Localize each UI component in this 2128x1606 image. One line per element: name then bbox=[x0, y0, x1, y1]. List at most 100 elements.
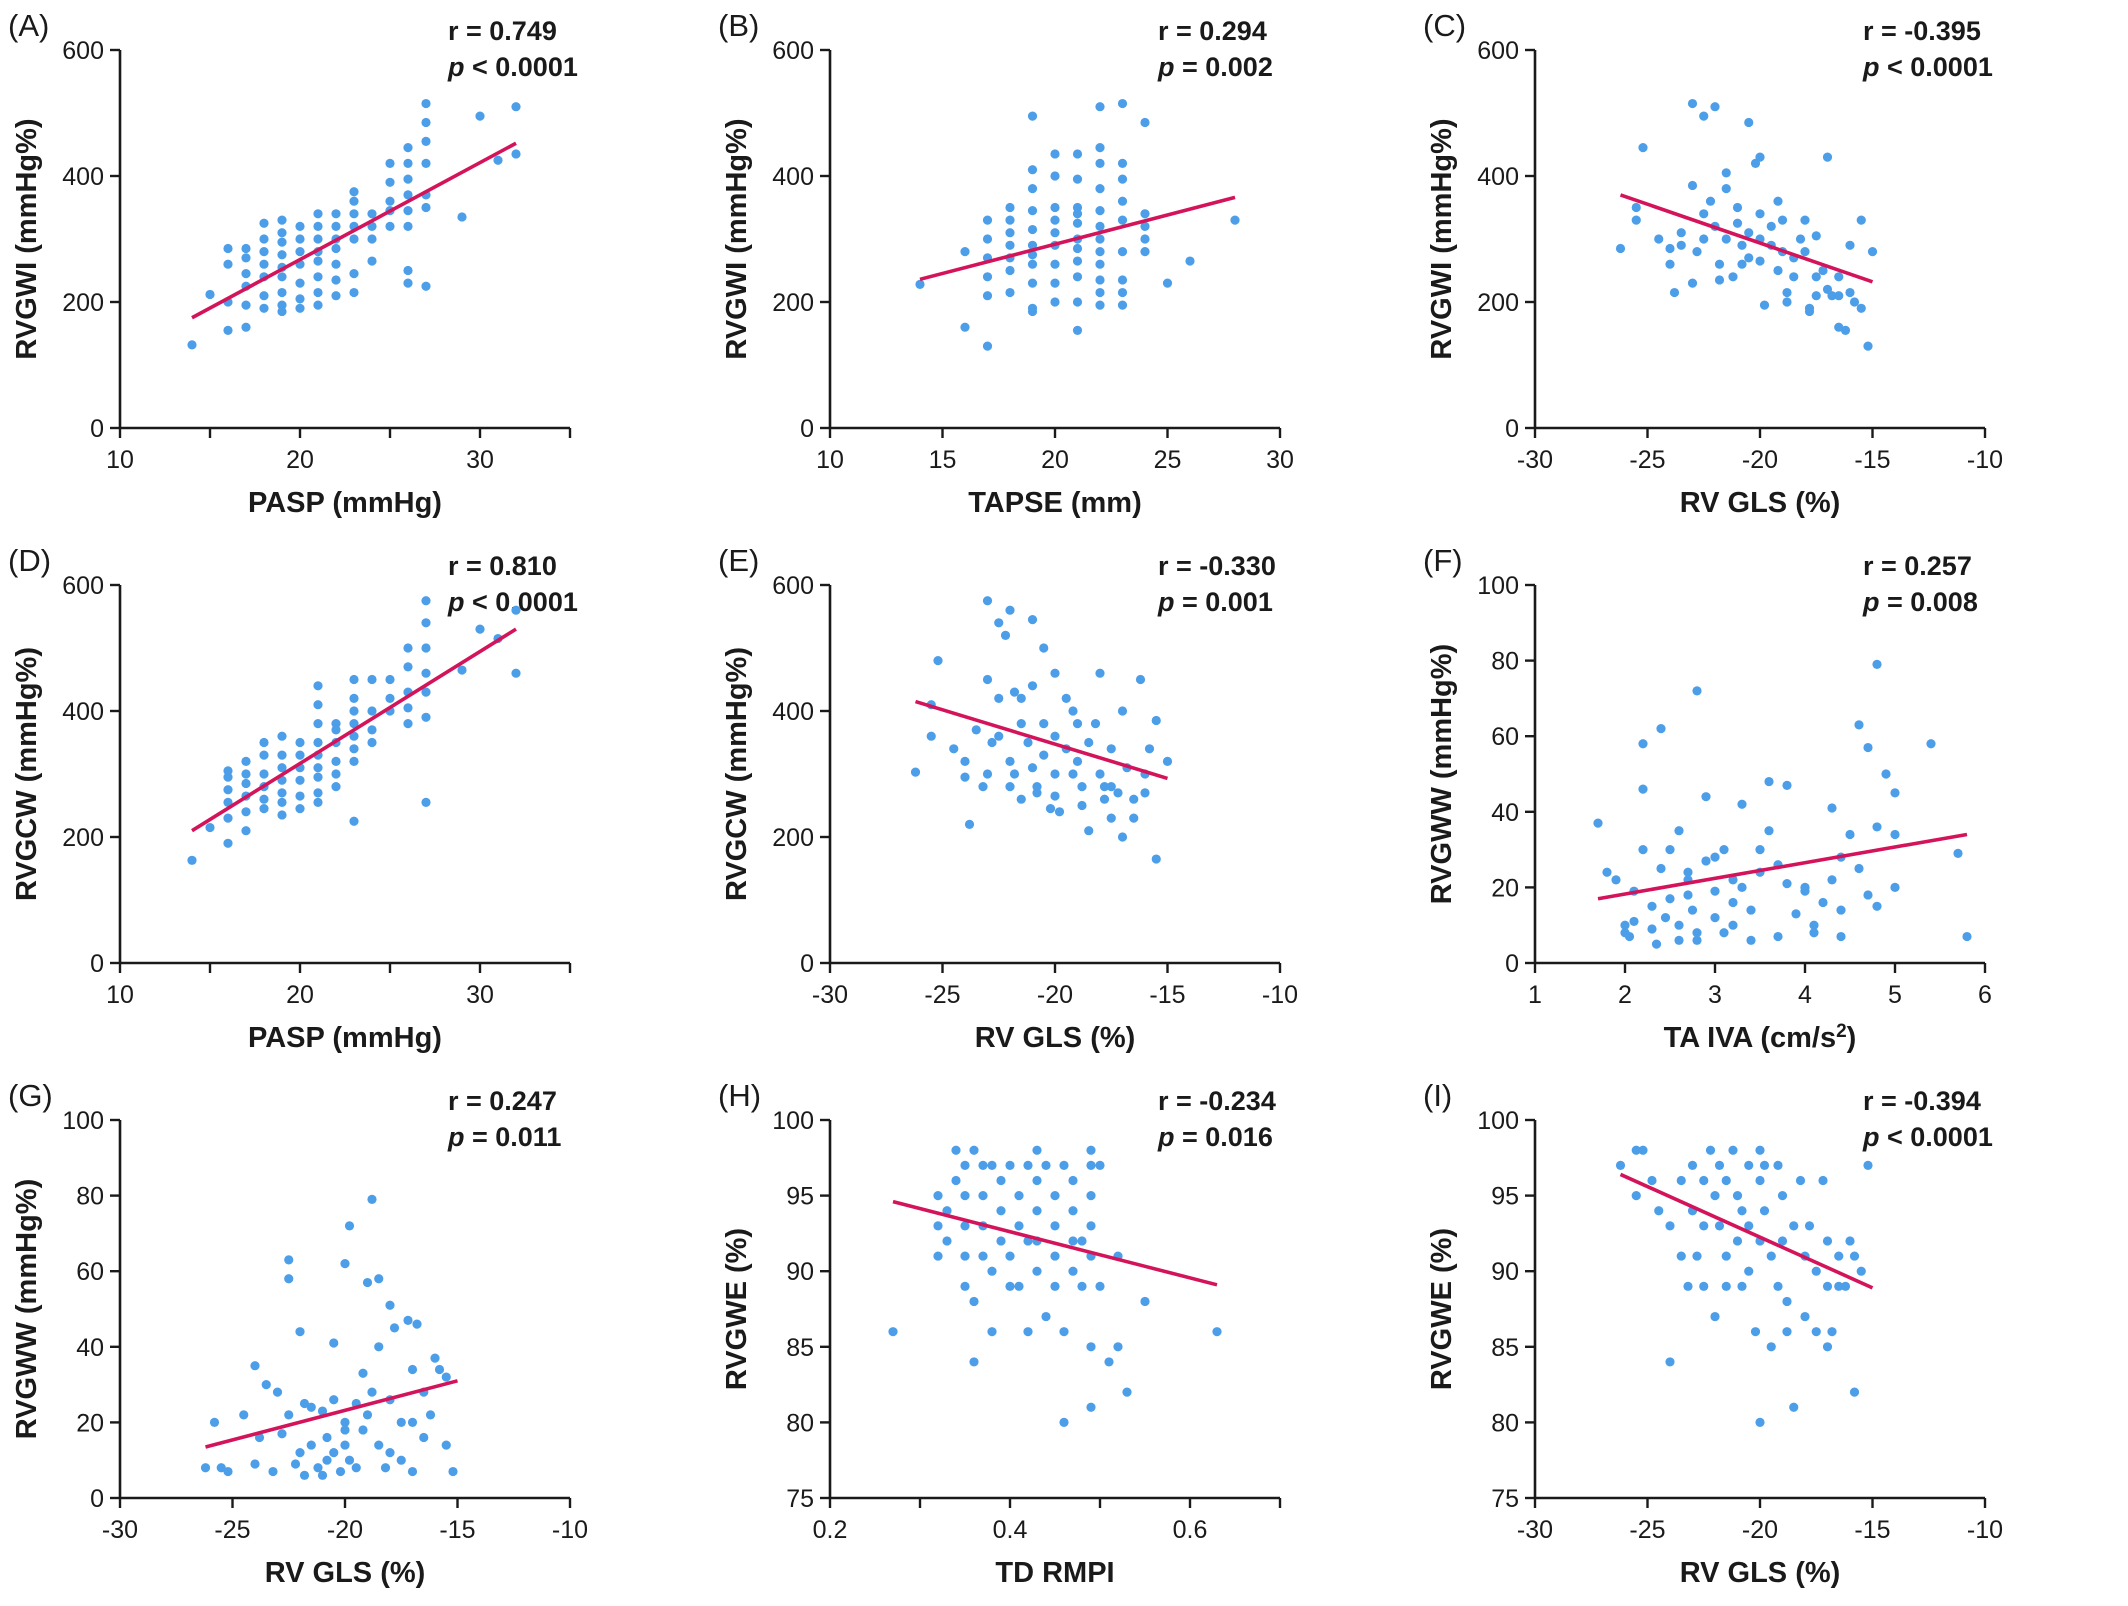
data-point bbox=[1117, 706, 1128, 716]
data-point bbox=[1782, 297, 1792, 307]
data-point bbox=[1759, 1206, 1770, 1216]
data-point bbox=[1665, 894, 1675, 904]
data-point bbox=[1602, 867, 1612, 877]
data-point bbox=[996, 1236, 1006, 1246]
data-point bbox=[951, 1145, 961, 1155]
data-point bbox=[1106, 744, 1116, 754]
data-point bbox=[1665, 1221, 1675, 1231]
data-point bbox=[987, 1160, 997, 1170]
y-tick-label: 100 bbox=[1477, 1107, 1519, 1135]
data-point bbox=[1744, 228, 1754, 238]
data-point bbox=[407, 1417, 418, 1427]
data-point bbox=[1095, 668, 1105, 678]
data-point bbox=[421, 202, 431, 213]
chart-panel: (E) 0 200 400 600 -30 -25 -20 -15 -10 RV GLS (%) RV… bbox=[718, 543, 1298, 1054]
data-point bbox=[1777, 1191, 1788, 1201]
data-point bbox=[362, 1277, 373, 1288]
data-point bbox=[1050, 791, 1060, 801]
data-point bbox=[1811, 231, 1821, 241]
data-point bbox=[1676, 228, 1686, 238]
data-point bbox=[1027, 240, 1038, 250]
x-tick-label: 4 bbox=[1798, 981, 1812, 1009]
data-point bbox=[1714, 259, 1725, 269]
data-point bbox=[1631, 1191, 1641, 1201]
data-point bbox=[1032, 1175, 1042, 1186]
data-point bbox=[1072, 256, 1083, 266]
data-point bbox=[1764, 776, 1774, 787]
data-point bbox=[223, 766, 233, 776]
data-point bbox=[1683, 1281, 1693, 1291]
regression-line bbox=[892, 1199, 1218, 1287]
data-point bbox=[1755, 209, 1765, 219]
data-point bbox=[1699, 209, 1709, 219]
x-tick-label: 10 bbox=[106, 981, 134, 1009]
data-point bbox=[960, 1160, 970, 1170]
data-point bbox=[421, 98, 431, 109]
x-axis-label: PASP (mmHg) bbox=[248, 487, 442, 519]
data-point bbox=[277, 750, 287, 760]
data-point bbox=[1926, 739, 1936, 749]
data-point bbox=[216, 1463, 226, 1473]
data-point bbox=[223, 243, 233, 254]
panel-letter: (F) bbox=[1423, 543, 1463, 578]
data-point bbox=[511, 668, 521, 678]
data-point bbox=[1615, 243, 1626, 254]
data-point bbox=[1593, 818, 1603, 828]
data-point bbox=[933, 1191, 943, 1201]
data-point bbox=[1719, 845, 1729, 855]
data-point bbox=[1117, 196, 1128, 206]
y-tick-label: 0 bbox=[1505, 950, 1519, 978]
data-point bbox=[1059, 1417, 1069, 1427]
y-tick-label: 100 bbox=[1477, 572, 1519, 600]
data-point bbox=[1699, 1175, 1709, 1186]
data-point bbox=[1050, 1221, 1060, 1231]
data-point bbox=[421, 797, 431, 807]
data-point bbox=[205, 289, 215, 300]
data-point bbox=[1140, 1296, 1150, 1307]
data-point bbox=[1032, 788, 1042, 798]
data-point bbox=[994, 731, 1004, 741]
data-point bbox=[295, 221, 305, 231]
data-point bbox=[200, 1463, 211, 1473]
regression-line bbox=[191, 627, 517, 833]
data-point bbox=[915, 279, 925, 289]
data-point bbox=[1811, 1266, 1821, 1276]
y-tick-label: 400 bbox=[62, 163, 104, 191]
data-point bbox=[205, 822, 215, 833]
y-tick-label: 0 bbox=[800, 415, 814, 443]
y-axis-label: RVGCW (mmHg%) bbox=[11, 647, 43, 901]
data-point bbox=[1009, 769, 1020, 779]
data-point bbox=[239, 1410, 249, 1420]
data-point bbox=[259, 804, 269, 814]
data-point bbox=[331, 769, 341, 779]
data-point bbox=[1050, 215, 1060, 225]
p-number: = 0.002 bbox=[1175, 52, 1273, 82]
p-value: p = 0.011 bbox=[447, 1122, 561, 1152]
data-point bbox=[1863, 1160, 1873, 1170]
data-point bbox=[259, 218, 269, 228]
data-point bbox=[1615, 1160, 1626, 1170]
data-point bbox=[1005, 782, 1015, 792]
data-point bbox=[960, 1281, 970, 1291]
data-point bbox=[1881, 769, 1891, 779]
r-value: r = 0.749 bbox=[448, 16, 557, 46]
data-point bbox=[1782, 1296, 1792, 1307]
data-point bbox=[1061, 693, 1071, 704]
data-point bbox=[1023, 1160, 1033, 1170]
r-value: r = 0.247 bbox=[448, 1086, 557, 1116]
data-point bbox=[933, 1221, 943, 1231]
p-value: p < 0.0001 bbox=[447, 587, 578, 617]
data-point bbox=[349, 234, 359, 244]
data-point bbox=[385, 196, 395, 206]
y-tick-label: 95 bbox=[1491, 1183, 1519, 1211]
y-tick-label: 80 bbox=[1491, 1409, 1519, 1437]
data-point bbox=[1849, 297, 1860, 307]
data-point bbox=[1728, 1145, 1738, 1155]
data-point bbox=[344, 1221, 355, 1231]
data-point bbox=[1660, 913, 1671, 923]
x-axis-label: RV GLS (%) bbox=[975, 1022, 1136, 1054]
data-point bbox=[1050, 769, 1060, 779]
data-point bbox=[1041, 1311, 1051, 1322]
data-point bbox=[1050, 202, 1060, 213]
data-point bbox=[329, 1395, 339, 1405]
